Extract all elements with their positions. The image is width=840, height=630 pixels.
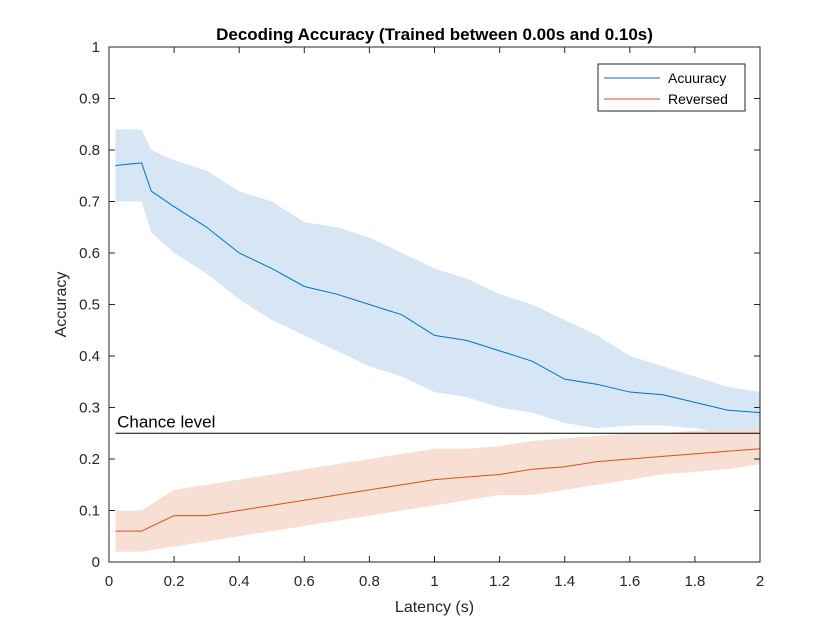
- y-tick-label: 0.9: [79, 91, 100, 108]
- x-tick-label: 0.8: [359, 573, 380, 590]
- y-tick-label: 0.2: [79, 451, 100, 468]
- legend-box: [597, 63, 746, 112]
- y-tick-label: 0.3: [79, 400, 100, 417]
- series-lines: [115, 162, 761, 532]
- legend: Acuuracy Reversed: [597, 63, 746, 112]
- chance-level-label: Chance level: [117, 412, 215, 431]
- y-tick-label: 0.8: [79, 142, 100, 159]
- x-tick-label: 0.6: [294, 573, 315, 590]
- y-tick-label: 0: [92, 554, 100, 571]
- y-tick-label: 0.1: [79, 503, 100, 520]
- y-tick-label: 0.7: [79, 194, 100, 211]
- y-axis-ticks: 0 0.1 0.2 0.3 0.4 0.5 0.6 0.7 0.8 0.9 1: [79, 39, 760, 571]
- line-acuuracy: [115, 162, 761, 414]
- x-tick-label: 0: [105, 573, 113, 590]
- line-reversed: [115, 448, 761, 532]
- band-acuuracy: [115, 129, 760, 439]
- x-tick-label: 1.2: [489, 573, 510, 590]
- chart-title: Decoding Accuracy (Trained between 0.00s…: [216, 25, 653, 44]
- y-tick-label: 0.5: [79, 297, 100, 314]
- x-tick-label: 1.8: [684, 573, 705, 590]
- legend-label: Acuuracy: [668, 70, 726, 86]
- x-tick-label: 0.2: [164, 573, 185, 590]
- y-axis-label: Accuracy: [53, 272, 70, 338]
- x-axis-ticks: 0 0.2 0.4 0.6 0.8 1 1.2 1.4 1.6 1.8 2: [105, 47, 764, 590]
- x-tick-label: 1: [430, 573, 438, 590]
- x-tick-label: 1.6: [619, 573, 640, 590]
- y-tick-label: 0.6: [79, 245, 100, 262]
- x-tick-label: 2: [756, 573, 764, 590]
- band-reversed: [115, 428, 760, 552]
- y-tick-label: 1: [92, 39, 100, 56]
- y-tick-label: 0.4: [79, 348, 100, 365]
- confidence-bands: [115, 129, 760, 552]
- x-tick-label: 1.4: [554, 573, 575, 590]
- legend-label: Reversed: [668, 91, 728, 107]
- x-axis-label: Latency (s): [395, 599, 474, 616]
- x-tick-label: 0.4: [229, 573, 250, 590]
